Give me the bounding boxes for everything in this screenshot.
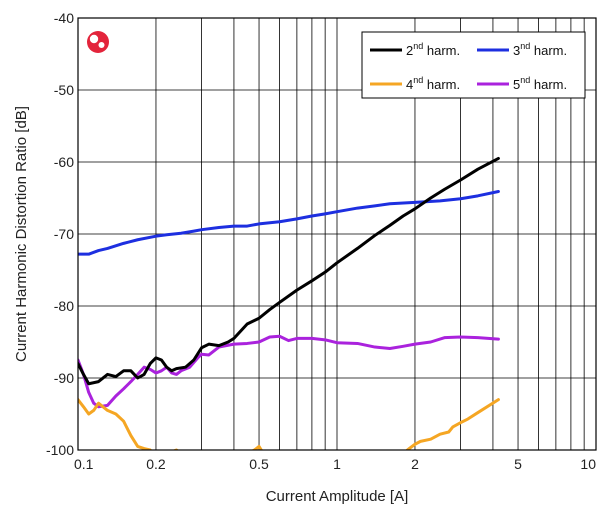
series-line-harm-5 <box>78 334 500 409</box>
x-tick-label: 5 <box>514 456 522 472</box>
series-line-harm-2 <box>78 156 500 386</box>
y-tick-label: -60 <box>54 154 74 170</box>
y-tick-label: -100 <box>46 442 74 458</box>
y-axis-title: Current Harmonic Distortion Ratio [dB] <box>13 106 30 362</box>
series-lines <box>78 156 500 450</box>
legend: 2nd harm. 3nd harm. 4nd harm. 5nd harm. <box>361 31 586 99</box>
brand-logo-icon <box>87 31 109 53</box>
y-tick-label: -50 <box>54 82 74 98</box>
x-tick-label: 0.1 <box>74 456 94 472</box>
legend-label-harm-4: 4nd harm. <box>406 75 460 92</box>
x-tick-label: 0.2 <box>146 456 166 472</box>
x-tick-label: 0.5 <box>249 456 269 472</box>
y-tick-labels: -40 -50 -60 -70 -80 -90 -100 <box>46 10 74 458</box>
series-line-harm-3 <box>78 190 500 256</box>
x-axis-title: Current Amplitude [A] <box>266 488 409 505</box>
legend-label-harm-5: 5nd harm. <box>513 75 567 92</box>
x-tick-label: 2 <box>411 456 419 472</box>
legend-label-harm-2: 2nd harm. <box>406 41 460 58</box>
y-tick-label: -80 <box>54 298 74 314</box>
legend-box <box>361 31 586 99</box>
series-line-harm-4 <box>78 398 500 450</box>
plot-area-frame <box>77 17 597 451</box>
legend-label-harm-3: 3nd harm. <box>513 41 567 58</box>
y-tick-label: -90 <box>54 370 74 386</box>
x-tick-label: 1 <box>333 456 341 472</box>
grid <box>78 18 596 450</box>
y-tick-label: -70 <box>54 226 74 242</box>
x-tick-labels: 0.1 0.2 0.5 1 2 5 10 <box>74 456 596 472</box>
x-tick-label: 10 <box>580 456 596 472</box>
y-tick-label: -40 <box>54 10 74 26</box>
